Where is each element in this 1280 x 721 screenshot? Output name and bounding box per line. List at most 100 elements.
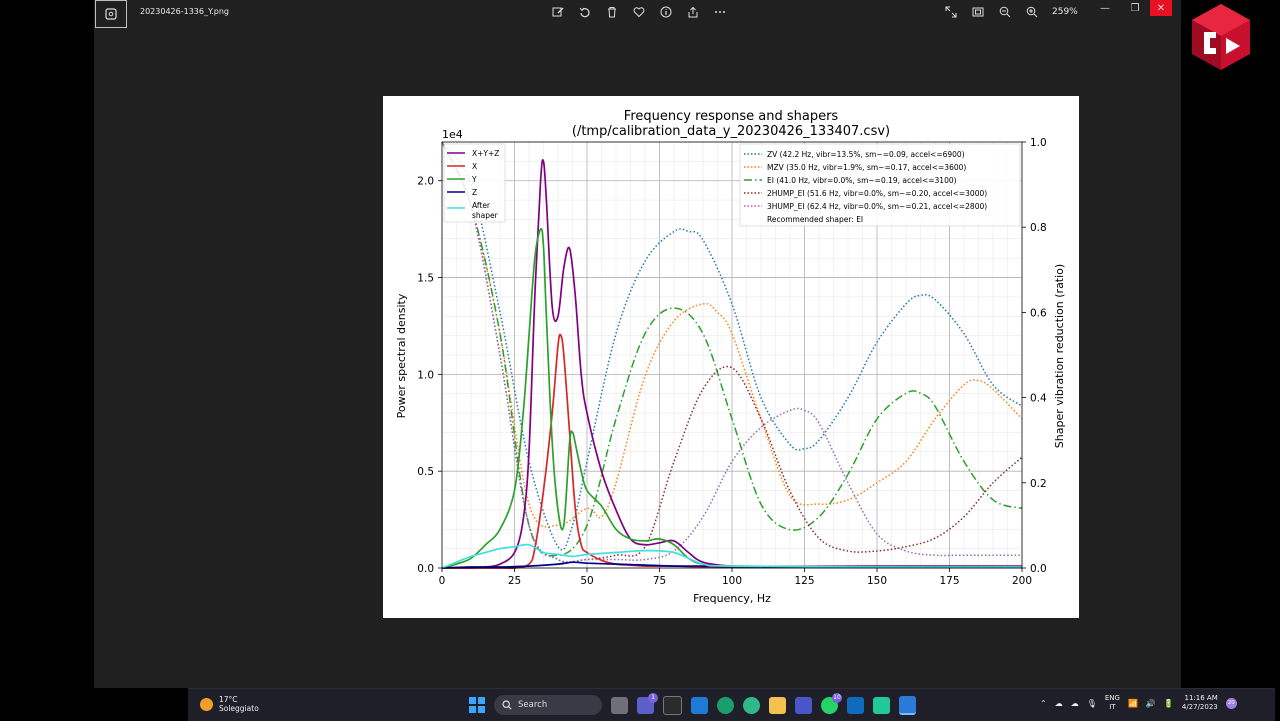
- shaper-line-2: [441, 141, 1023, 528]
- legend-label-shaper: shaper: [472, 211, 499, 220]
- view-controls: 259%: [942, 4, 1078, 20]
- psd-line-5: [441, 543, 1023, 569]
- taskbar: 17°C Soleggiato Search 1 10 ⌃ ☁: [188, 688, 1275, 721]
- legend-recommended: Recommended shaper: EI: [767, 215, 863, 224]
- teams-icon[interactable]: 1: [637, 692, 658, 714]
- gallery-icon: [105, 8, 117, 20]
- shaper-line-3: [441, 141, 1023, 557]
- whatsapp-icon[interactable]: 10: [821, 692, 842, 714]
- legend-label-zv: ZV (42.2 Hz, vibr=13.5%, sm~=0.09, accel…: [767, 150, 965, 159]
- shaper-line-5: [441, 141, 1022, 563]
- legend-label-y: Y: [471, 175, 477, 184]
- weather-condition: Soleggiato: [219, 704, 259, 713]
- legend-label-2hump: 2HUMP_EI (51.6 Hz, vibr=0.0%, sm~=0.20, …: [767, 189, 987, 198]
- x-tick-label: 200: [1012, 575, 1032, 587]
- photo-viewer-window: 20230426-1336_Y.png 259% — ❐ ✕: [94, 0, 1275, 721]
- battery-icon[interactable]: 🔋: [1163, 698, 1174, 708]
- y2-tick-label: 0.0: [1030, 563, 1047, 575]
- whatsapp-badge: 10: [832, 692, 842, 703]
- start-button[interactable]: [469, 697, 485, 713]
- search-label: Search: [518, 700, 548, 710]
- x-tick-label: 25: [508, 575, 521, 587]
- clock-time: 11:16 AM: [1184, 694, 1218, 702]
- y-tick-label: 0.0: [417, 563, 434, 575]
- y2-tick-label: 0.4: [1030, 393, 1047, 405]
- restore-button[interactable]: ❐: [1130, 2, 1140, 14]
- microphone-icon[interactable]: 🎙: [1086, 698, 1097, 708]
- y-tick-label: 1.5: [417, 273, 434, 285]
- cloud-icon[interactable]: ☁: [1054, 698, 1063, 708]
- taskbar-search[interactable]: Search: [494, 695, 602, 715]
- legend-label-z: Z: [472, 188, 477, 197]
- terminal-icon[interactable]: [663, 695, 682, 715]
- x-tick-label: 0: [439, 575, 446, 587]
- more-icon[interactable]: [711, 4, 729, 20]
- chart-title-line1: Frequency response and shapers: [624, 109, 839, 124]
- info-icon[interactable]: [657, 4, 675, 20]
- channel-logo-icon: [1192, 4, 1250, 70]
- x-tick-label: 175: [939, 575, 959, 587]
- legend-label-ei: EI (41.0 Hz, vibr=0.0%, sm~=0.19, accel<…: [767, 176, 957, 185]
- legend-label-xyz: X+Y+Z: [472, 149, 499, 158]
- outlook-icon[interactable]: [847, 696, 864, 714]
- shaper-line-4: [441, 141, 1023, 563]
- delete-icon[interactable]: [603, 4, 621, 20]
- legend-shapers: ZV (42.2 Hz, vibr=13.5%, sm~=0.09, accel…: [739, 143, 1021, 227]
- zoom-level[interactable]: 259%: [1052, 7, 1078, 17]
- task-view-icon[interactable]: [611, 696, 628, 714]
- sun-icon: [200, 697, 213, 711]
- chart-title-line2: (/tmp/calibration_data_y_20230426_133407…: [572, 124, 890, 139]
- photos-icon[interactable]: [899, 695, 916, 715]
- legend-label-after: After: [472, 201, 491, 210]
- toolbar-actions: [549, 4, 729, 20]
- file-explorer-icon[interactable]: [769, 696, 786, 714]
- frequency-response-chart: 0 25 50 75 100 125 150 175 2000.00.51.01.52.00.0…: [395, 109, 1066, 605]
- y2-tick-label: 0.2: [1030, 478, 1047, 490]
- y-axis-label-left: Power spectral density: [395, 293, 408, 418]
- fullscreen-icon[interactable]: [942, 4, 960, 20]
- y2-tick-label: 1.0: [1030, 137, 1047, 149]
- chat-app-icon[interactable]: [873, 696, 890, 714]
- zoom-out-icon[interactable]: [996, 4, 1014, 20]
- legend-label-x: X: [472, 162, 477, 171]
- gallery-button[interactable]: [95, 0, 127, 28]
- fit-window-icon[interactable]: [969, 4, 987, 20]
- system-tray: ⌃ ☁ ☁ 🎙 ENG IT 📶 🔊 🔋 11:16 AM 4/27/2023 …: [1040, 694, 1237, 712]
- close-button[interactable]: ✕: [1150, 0, 1172, 16]
- clock-date: 4/27/2023: [1181, 703, 1218, 711]
- x-tick-label: 125: [794, 575, 814, 587]
- edge-dev-icon[interactable]: [743, 696, 760, 714]
- share-icon[interactable]: [684, 4, 702, 20]
- language-bottom: IT: [1109, 703, 1116, 711]
- minimize-button[interactable]: —: [1100, 2, 1110, 14]
- favorite-icon[interactable]: [630, 4, 648, 20]
- window-controls: — ❐ ✕: [1090, 0, 1172, 16]
- psd-line-2: [442, 333, 1022, 570]
- x-tick-label: 150: [867, 575, 887, 587]
- title-bar: 20230426-1336_Y.png 259% — ❐ ✕: [94, 0, 1181, 28]
- displayed-image: 0 25 50 75 100 125 150 175 200 0.0 0.5 1.0 1.5 2.0 0.0…: [383, 96, 1079, 618]
- onedrive-icon[interactable]: ☁: [1070, 698, 1079, 708]
- language-indicator[interactable]: ENG IT: [1105, 694, 1120, 712]
- clock[interactable]: 11:16 AM 4/27/2023: [1182, 694, 1218, 712]
- file-name: 20230426-1336_Y.png: [140, 7, 229, 16]
- mail-icon[interactable]: [691, 696, 708, 714]
- chart-series: [441, 141, 1023, 570]
- zoom-in-icon[interactable]: [1023, 4, 1041, 20]
- y-tick-label: 2.0: [417, 176, 434, 188]
- wifi-icon[interactable]: 📶: [1127, 698, 1138, 708]
- edit-image-icon[interactable]: [549, 4, 567, 20]
- y-sci-multiplier: 1e4: [442, 128, 463, 141]
- y2-tick-label: 0.6: [1030, 307, 1047, 319]
- volume-icon[interactable]: 🔊: [1145, 698, 1156, 708]
- weather-widget[interactable]: 17°C Soleggiato: [200, 695, 259, 713]
- y-tick-label: 0.5: [417, 466, 434, 478]
- x-tick-label: 50: [580, 575, 593, 587]
- notification-badge[interactable]: 20: [1225, 697, 1237, 709]
- search-icon: [502, 700, 512, 710]
- chevron-up-icon[interactable]: ⌃: [1040, 698, 1047, 708]
- teams-badge: 1: [648, 692, 658, 703]
- teams-work-icon[interactable]: [795, 696, 812, 714]
- edge-icon[interactable]: [717, 696, 734, 714]
- rotate-icon[interactable]: [576, 4, 594, 20]
